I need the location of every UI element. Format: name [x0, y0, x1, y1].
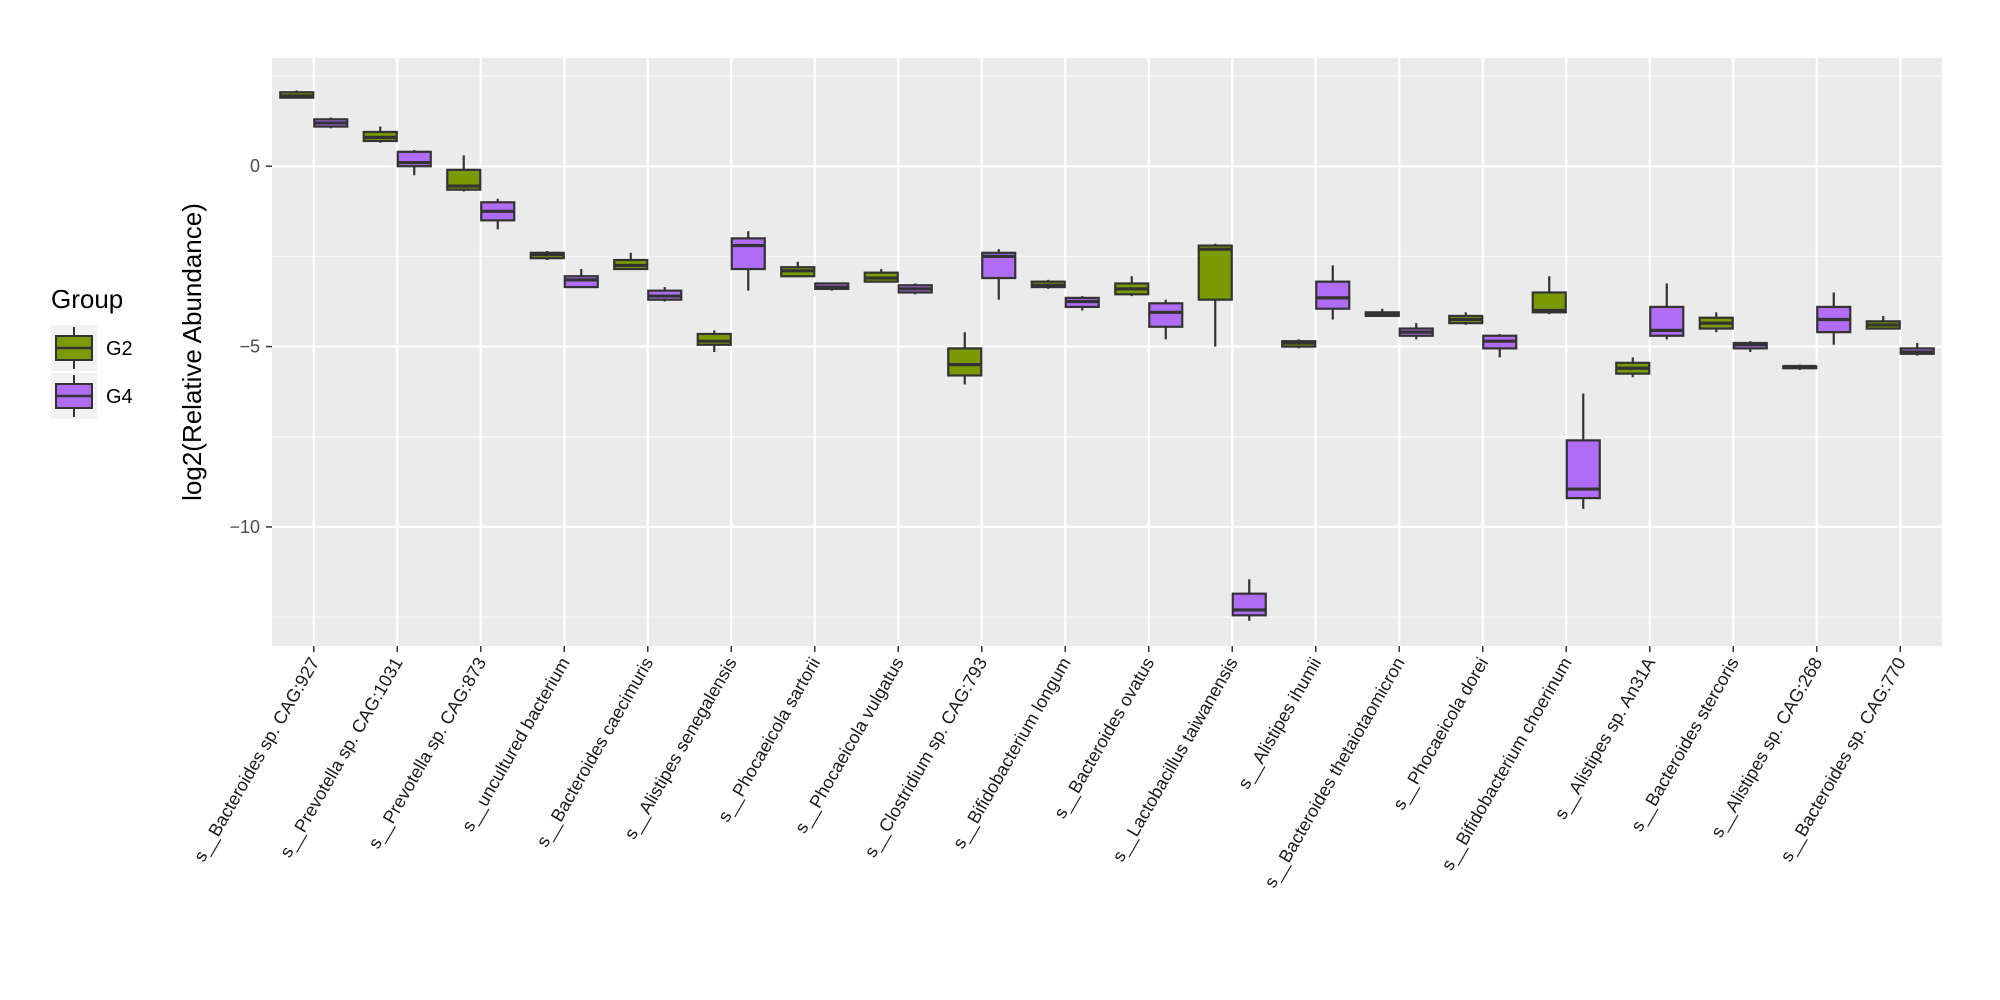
y-tick-label: 0	[250, 156, 260, 176]
box-g4	[1899, 342, 1935, 356]
x-tick-label: s__Bacteroides thetaiotaomicron	[1260, 654, 1409, 892]
box-g2	[947, 332, 983, 385]
box-g4	[1732, 341, 1768, 352]
box-g4	[730, 231, 766, 291]
box-g2	[696, 330, 732, 352]
box-g4	[313, 117, 349, 129]
box-body	[1231, 592, 1267, 617]
x-tick-label: s__Alistipes ihumii	[1234, 654, 1326, 793]
box-g2	[613, 252, 649, 271]
box-g4	[1398, 323, 1434, 340]
box-body	[730, 237, 766, 271]
box-g4	[1565, 393, 1601, 509]
legend-entry-g2: G2	[51, 325, 133, 371]
box-g2	[1197, 243, 1233, 347]
box-g2	[1782, 364, 1818, 371]
legend-title: Group	[51, 284, 123, 314]
box-g4	[1315, 265, 1351, 320]
box-body	[947, 347, 983, 377]
box-g2	[1615, 357, 1651, 378]
box-g4	[1231, 579, 1267, 621]
grid	[272, 58, 1942, 646]
box-g2	[1698, 312, 1734, 333]
box-g2	[1030, 279, 1066, 289]
y-tick-label: −10	[229, 517, 260, 537]
box-g2	[362, 126, 398, 143]
box-body	[1315, 280, 1351, 310]
y-tick-label: −5	[239, 337, 260, 357]
panel-background	[272, 58, 1942, 646]
box-g2	[1281, 339, 1317, 349]
legend-entries: G2 G4	[51, 325, 133, 419]
box-g4	[647, 287, 683, 302]
box-g2	[1364, 308, 1400, 318]
box-g2	[446, 155, 482, 192]
y-axis-title: log2(Relative Abundance)	[177, 203, 207, 501]
box-g2	[780, 261, 816, 278]
x-tick-label: s__Phocaeicola dorei	[1389, 654, 1493, 814]
box-g4	[480, 198, 516, 230]
box-g2	[1448, 312, 1484, 325]
boxes	[279, 90, 1935, 621]
box-g4	[981, 249, 1017, 300]
box-body	[1148, 302, 1184, 328]
legend-entry-g4: G4	[51, 373, 133, 419]
box-g2	[1531, 276, 1567, 315]
legend-label: G4	[106, 386, 133, 408]
box-g4	[897, 283, 933, 295]
box-g2	[279, 90, 315, 99]
box-body	[563, 275, 599, 289]
box-g4	[1148, 299, 1184, 340]
box-g4	[1064, 296, 1100, 311]
box-body	[696, 332, 732, 346]
legend-label: G2	[106, 338, 133, 360]
box-g4	[1649, 283, 1685, 340]
box-g2	[529, 250, 565, 261]
box-body	[1197, 244, 1233, 301]
box-body	[1531, 291, 1567, 314]
box-g4	[814, 282, 850, 291]
legend: Group G2 G4	[51, 284, 133, 419]
box-g2	[1865, 315, 1901, 330]
box-g2	[863, 269, 899, 283]
box-g4	[1816, 292, 1852, 345]
box-g4	[396, 149, 432, 176]
box-g2	[1114, 276, 1150, 297]
box-g4	[1482, 333, 1518, 358]
box-g4	[563, 269, 599, 289]
